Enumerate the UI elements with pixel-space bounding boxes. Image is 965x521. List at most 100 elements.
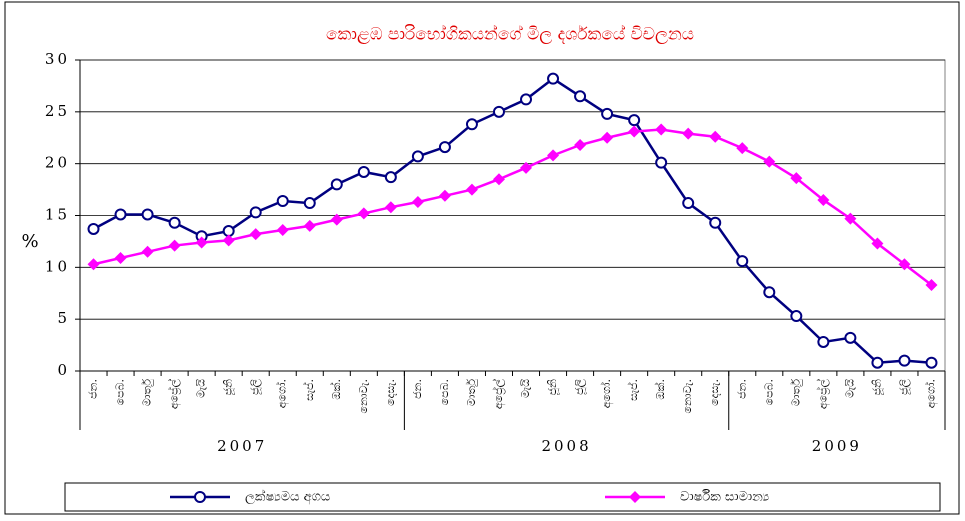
legend-marker bbox=[194, 491, 206, 503]
x-tick-label: ජූනි bbox=[222, 379, 235, 396]
group-label: 2007 bbox=[217, 437, 267, 455]
marker bbox=[871, 237, 884, 250]
x-tick-label: මැයි bbox=[519, 379, 532, 398]
group-label: 2008 bbox=[541, 437, 591, 455]
marker bbox=[168, 216, 181, 229]
x-tick-label: ඔක්. bbox=[329, 379, 343, 400]
marker bbox=[520, 93, 533, 106]
marker bbox=[790, 310, 803, 323]
y-tick-label: 10 bbox=[45, 257, 70, 275]
x-tick-label: අගෝ. bbox=[599, 379, 614, 408]
y-tick-label: 15 bbox=[45, 206, 70, 224]
x-tick-label: සැප්. bbox=[626, 379, 640, 401]
x-tick-label: ජන. bbox=[411, 379, 424, 399]
marker bbox=[601, 131, 614, 144]
marker bbox=[465, 183, 478, 196]
marker bbox=[628, 114, 641, 127]
marker bbox=[303, 219, 316, 232]
marker bbox=[844, 331, 857, 344]
y-axis-label: % bbox=[21, 231, 38, 252]
marker bbox=[87, 222, 100, 235]
marker bbox=[411, 150, 424, 163]
x-tick-label: දෙසැ. bbox=[384, 379, 397, 406]
marker bbox=[574, 139, 587, 152]
marker bbox=[709, 216, 722, 229]
marker bbox=[925, 356, 938, 369]
marker bbox=[114, 208, 127, 221]
legend-label: වාර්ෂික සාමාන්‍ය bbox=[680, 489, 769, 505]
marker bbox=[790, 172, 803, 185]
marker bbox=[736, 255, 749, 268]
x-tick-label: නොවැ. bbox=[357, 379, 370, 414]
x-tick-label: නොවැ. bbox=[681, 379, 694, 414]
x-tick-label: ජන. bbox=[735, 379, 748, 399]
legend-marker bbox=[629, 491, 641, 503]
marker bbox=[357, 207, 370, 220]
group-label: 2009 bbox=[812, 437, 862, 455]
legend-label: ලක්ෂ්‍යමය අගය bbox=[245, 488, 330, 504]
marker bbox=[249, 228, 262, 241]
marker bbox=[763, 286, 776, 299]
marker bbox=[925, 278, 938, 291]
x-tick-label: ඔක්. bbox=[653, 379, 667, 400]
x-tick-label: ජූනි bbox=[546, 379, 559, 396]
chart-title: කොළඹ පාරිභෝගිකයන්ගේ මිල දර්ශකයේ විචලනය bbox=[326, 24, 694, 44]
y-tick-label: 20 bbox=[45, 154, 70, 172]
marker bbox=[438, 141, 451, 154]
marker bbox=[438, 189, 451, 202]
marker bbox=[736, 142, 749, 155]
marker bbox=[141, 208, 154, 221]
x-tick-label: ජූලි bbox=[897, 378, 911, 395]
marker bbox=[817, 193, 830, 206]
x-tick-label: ජූලි bbox=[249, 378, 263, 395]
x-tick-label: මාර්තු bbox=[141, 379, 154, 406]
marker bbox=[682, 197, 695, 210]
marker bbox=[898, 258, 911, 271]
y-tick-label: 5 bbox=[57, 309, 70, 327]
y-tick-label: 0 bbox=[57, 361, 70, 379]
marker bbox=[898, 354, 911, 367]
marker bbox=[330, 213, 343, 226]
x-tick-label: පෙබ. bbox=[438, 379, 451, 405]
marker bbox=[465, 118, 478, 131]
marker bbox=[574, 90, 587, 103]
x-tick-label: ජන. bbox=[87, 379, 100, 399]
marker bbox=[655, 123, 668, 136]
x-tick-label: මැයි bbox=[843, 379, 856, 398]
x-tick-label: අප්‍රේල් bbox=[815, 378, 830, 409]
marker bbox=[357, 165, 370, 178]
x-tick-label: අගෝ. bbox=[923, 379, 938, 408]
y-tick-label: 30 bbox=[45, 50, 70, 68]
marker bbox=[709, 130, 722, 143]
marker bbox=[601, 107, 614, 120]
marker bbox=[168, 239, 181, 252]
x-tick-label: සැප්. bbox=[302, 379, 316, 401]
marker bbox=[330, 178, 343, 191]
marker bbox=[384, 201, 397, 214]
x-tick-label: මාර්තු bbox=[789, 379, 802, 406]
marker bbox=[222, 234, 235, 247]
marker bbox=[655, 156, 668, 169]
marker bbox=[303, 197, 316, 210]
marker bbox=[628, 125, 641, 138]
x-tick-label: අප්‍රේල් bbox=[166, 378, 181, 409]
marker bbox=[520, 161, 533, 174]
marker bbox=[492, 173, 505, 186]
legend bbox=[64, 482, 941, 512]
marker bbox=[276, 224, 289, 237]
marker bbox=[141, 245, 154, 258]
marker bbox=[492, 105, 505, 118]
marker bbox=[87, 258, 100, 271]
marker bbox=[114, 252, 127, 265]
marker bbox=[195, 236, 208, 249]
marker bbox=[682, 127, 695, 140]
marker bbox=[547, 72, 560, 85]
marker bbox=[763, 155, 776, 168]
x-tick-label: පෙබ. bbox=[762, 379, 775, 405]
x-tick-label: මාර්තු bbox=[465, 379, 478, 406]
marker bbox=[411, 196, 424, 209]
marker bbox=[871, 356, 884, 369]
x-tick-label: ජූලි bbox=[573, 378, 587, 395]
marker bbox=[276, 194, 289, 207]
